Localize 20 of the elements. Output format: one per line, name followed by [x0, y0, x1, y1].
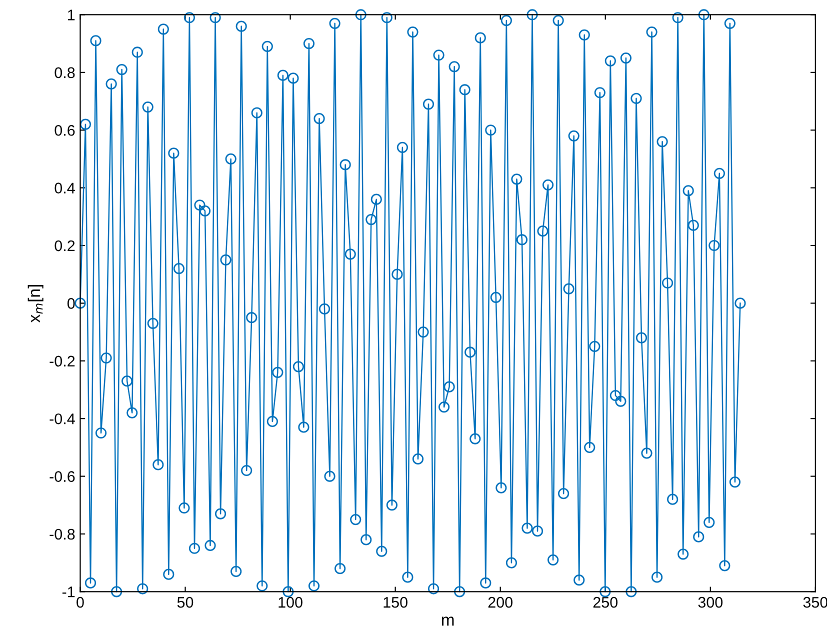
y-tick-label: 0.2 — [54, 240, 75, 252]
x-axis-title: m — [442, 616, 454, 626]
y-tick-label: -0.8 — [50, 528, 75, 540]
x-tick-label: 150 — [384, 596, 408, 608]
x-tick-label: 100 — [278, 596, 302, 608]
y-tick-label: 0 — [67, 298, 75, 309]
y-tick-label: 0.6 — [54, 124, 75, 136]
y-tick-label: 0.8 — [54, 67, 75, 78]
y-tick-label: -1 — [62, 586, 75, 598]
x-tick-label: 50 — [177, 596, 194, 608]
y-tick-label: 0.4 — [54, 182, 75, 194]
y-tick-label: -0.4 — [50, 413, 75, 424]
y-axis-title: x$_{m}$[n] — [28, 285, 44, 323]
x-tick-label: 200 — [488, 596, 512, 608]
y-tick-label: -0.6 — [50, 471, 75, 482]
y-tick-label: -0.2 — [50, 356, 75, 367]
y-tick-label: 1 — [68, 10, 75, 20]
x-tick-label: 0 — [76, 596, 84, 608]
x-tick-label: 300 — [698, 596, 723, 608]
x-tick-label: 250 — [593, 596, 618, 608]
